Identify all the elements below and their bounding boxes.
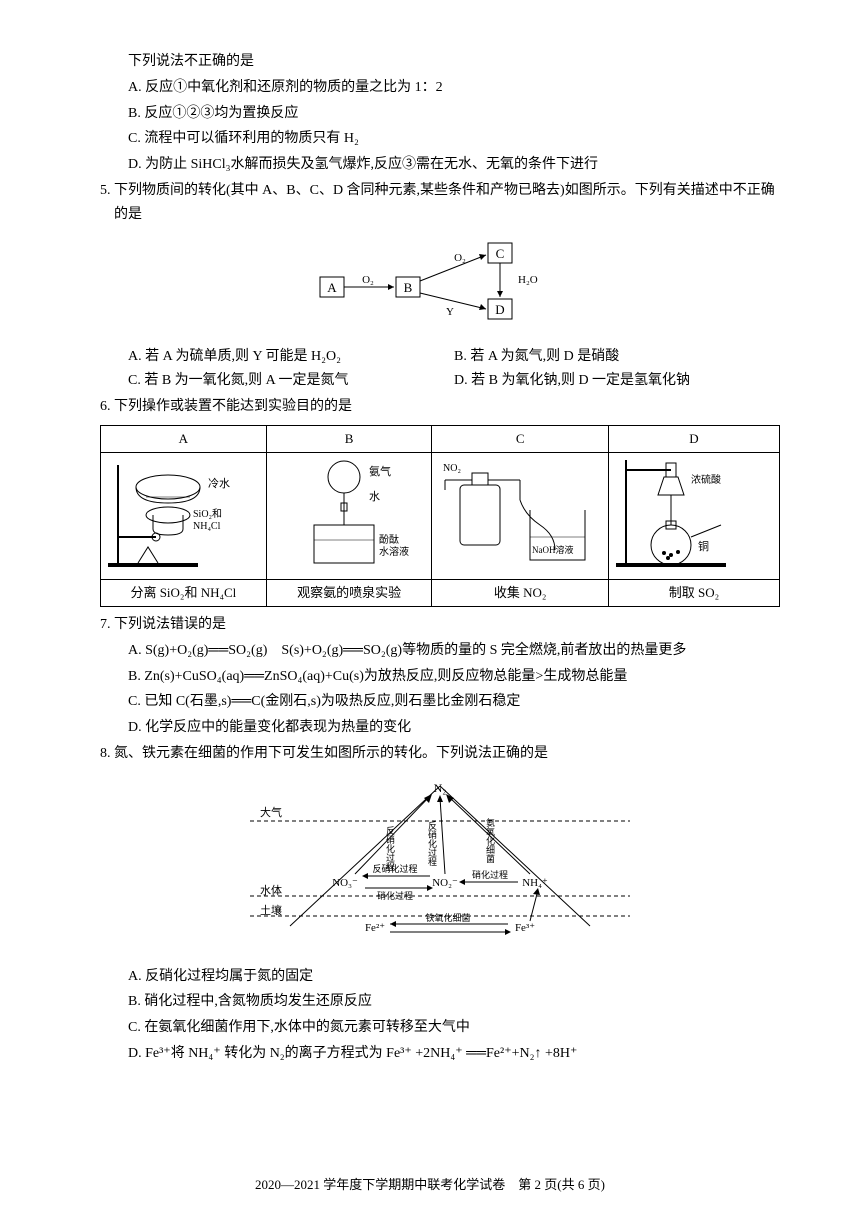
svg-text:氨气: 氨气: [369, 464, 391, 478]
svg-text:NaOH溶液: NaOH溶液: [532, 544, 574, 555]
svg-text:土壤: 土壤: [260, 903, 282, 917]
svg-text:C: C: [496, 246, 505, 261]
q7-stem: 7. 下列说法错误的是: [100, 613, 780, 637]
q6-app-b: 氨气 水 酚酞 水溶液: [266, 452, 432, 579]
q-lead: 下列说法不正确的是: [128, 50, 780, 74]
q6-cap-c: 收集 NO₂: [432, 579, 608, 606]
svg-text:Y: Y: [446, 306, 454, 318]
svg-text:反硝化过程: 反硝化过程: [372, 863, 417, 874]
svg-text:冷水: 冷水: [208, 477, 230, 490]
svg-text:水: 水: [369, 490, 380, 503]
q7-opt-d: D. 化学反应中的能量变化都表现为热量的变化: [128, 716, 780, 740]
svg-text:水体: 水体: [260, 883, 282, 897]
q5-diagram: A O₂ B O₂ C H₂O D Y: [100, 237, 780, 336]
q8-opt-d: D. Fe³⁺将 NH₄⁺ 转化为 N₂的离子方程式为 Fe³⁺ +2NH₄⁺ …: [128, 1042, 780, 1066]
page-footer: 2020—2021 学年度下学期期中联考化学试卷 第 2 页(共 6 页): [0, 1174, 860, 1196]
svg-text:NO₂⁻: NO₂⁻: [432, 877, 458, 889]
q6-hdr-a: A: [101, 425, 267, 452]
q5-stem: 5. 下列物质间的转化(其中 A、B、C、D 含同种元素,某些条件和产物已略去)…: [100, 179, 780, 227]
q5-opt-d: D. 若 B 为氧化钠,则 D 一定是氢氧化钠: [454, 369, 780, 393]
svg-text:水溶液: 水溶液: [379, 545, 409, 558]
svg-text:H₂O: H₂O: [518, 274, 538, 286]
q6-app-d: 浓硫酸 铜: [608, 452, 779, 579]
q8-opt-b: B. 硝化过程中,含氮物质均发生还原反应: [128, 990, 780, 1014]
svg-text:氨氧化细菌: 氨氧化细菌: [485, 817, 495, 864]
opt-a: A. 反应①中氧化剂和还原剂的物质的量之比为 1：2: [128, 76, 780, 100]
svg-text:SiO₂和: SiO₂和: [193, 508, 222, 520]
svg-text:NO₃⁻: NO₃⁻: [332, 877, 358, 889]
svg-text:B: B: [404, 280, 413, 295]
q6-stem: 6. 下列操作或装置不能达到实验目的的是: [100, 395, 780, 419]
svg-text:D: D: [495, 302, 504, 317]
opt-c: C. 流程中可以循环利用的物质只有 H₂: [128, 127, 780, 151]
q6-hdr-b: B: [266, 425, 432, 452]
opt-b: B. 反应①②③均为置换反应: [128, 102, 780, 126]
svg-text:Fe²⁺: Fe²⁺: [365, 922, 385, 934]
svg-text:NH₄Cl: NH₄Cl: [193, 521, 221, 532]
svg-text:NO₂: NO₂: [443, 463, 461, 474]
svg-text:NH₄⁺: NH₄⁺: [522, 877, 548, 889]
svg-text:浓硫酸: 浓硫酸: [691, 473, 721, 486]
svg-text:Fe³⁺: Fe³⁺: [515, 922, 535, 934]
q6-hdr-d: D: [608, 425, 779, 452]
opt-d: D. 为防止 SiHCl₃水解而损失及氢气爆炸,反应③需在无水、无氧的条件下进行: [128, 153, 780, 177]
q5-opt-c: C. 若 B 为一氧化氮,则 A 一定是氮气: [128, 369, 454, 393]
svg-text:反硝化过程: 反硝化过程: [427, 821, 437, 867]
q6-app-c: NO₂ NaOH溶液: [432, 452, 608, 579]
q8-diagram: 大气 水体 土壤 N₂ NO₃⁻ NO₂⁻ NH₄⁺ 反硝化过程 硝化过程 硝化…: [100, 776, 780, 955]
q6-table: A B C D 冷水 SiO₂和 NH₄Cl: [100, 425, 780, 607]
svg-text:N₂: N₂: [434, 781, 447, 795]
svg-text:硝化过程: 硝化过程: [472, 869, 508, 880]
q7-opt-b: B. Zn(s)+CuSO₄(aq)══ZnSO₄(aq)+Cu(s)为放热反应…: [128, 665, 780, 689]
svg-text:硝化过程: 硝化过程: [377, 890, 413, 901]
q5-opt-b: B. 若 A 为氮气,则 D 是硝酸: [454, 345, 780, 369]
svg-text:铜: 铜: [698, 539, 709, 553]
svg-text:A: A: [327, 280, 337, 295]
q8-opt-a: A. 反硝化过程均属于氮的固定: [128, 965, 780, 989]
svg-text:O₂: O₂: [454, 252, 466, 264]
q8-stem: 8. 氮、铁元素在细菌的作用下可发生如图所示的转化。下列说法正确的是: [100, 742, 780, 766]
q8-opt-c: C. 在氨氧化细菌作用下,水体中的氮元素可转移至大气中: [128, 1016, 780, 1040]
q6-cap-d: 制取 SO₂: [608, 579, 779, 606]
q6-hdr-c: C: [432, 425, 608, 452]
svg-text:大气: 大气: [260, 805, 282, 819]
svg-text:铁氧化细菌: 铁氧化细菌: [425, 912, 470, 923]
q6-app-a: 冷水 SiO₂和 NH₄Cl: [101, 452, 267, 579]
q5-opt-a: A. 若 A 为硫单质,则 Y 可能是 H₂O₂: [128, 345, 454, 369]
svg-text:O₂: O₂: [362, 274, 374, 286]
q6-cap-b: 观察氨的喷泉实验: [266, 579, 432, 606]
svg-text:酚酞: 酚酞: [379, 533, 399, 546]
q7-opt-c: C. 已知 C(石墨,s)══C(金刚石,s)为吸热反应,则石墨比金刚石稳定: [128, 690, 780, 714]
svg-text:反硝化过程: 反硝化过程: [385, 826, 395, 872]
q6-cap-a: 分离 SiO₂和 NH₄Cl: [101, 579, 267, 606]
q7-opt-a: A. S(g)+O₂(g)══SO₂(g) S(s)+O₂(g)══SO₂(g)…: [128, 639, 780, 663]
